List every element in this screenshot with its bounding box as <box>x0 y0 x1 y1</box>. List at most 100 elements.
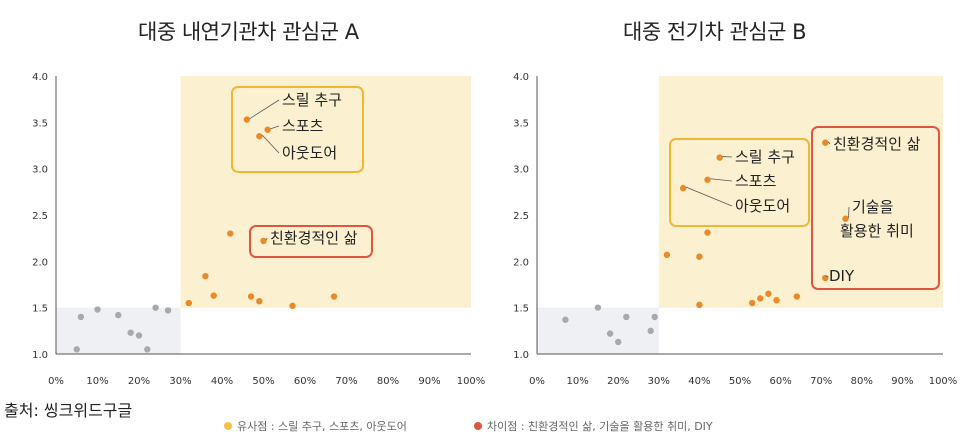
chart-b-x-tick-label: 20% <box>607 376 629 387</box>
chart-b-y-tick-label: 3.5 <box>513 118 529 129</box>
chart-b-grey-point <box>623 313 630 321</box>
chart-b-labeled-point <box>842 215 849 222</box>
chart-a-leader-line <box>270 125 280 130</box>
chart-b-grey-point <box>606 330 614 337</box>
chart-b-point-label: 친환경적인 삶 <box>833 135 921 153</box>
chart-a-y-tick-label: 4.0 <box>32 72 48 83</box>
legend-similar-label: 유사점 : 스릴 추구, 스포츠, 아웃도어 <box>237 420 407 433</box>
chart-a-orange-point <box>289 302 296 310</box>
chart-b-y-tick-label: 4.0 <box>513 72 529 83</box>
scatter-charts: 1.0 1.5 2.0 2.5 3.0 3.5 4.0 0% 10% 20% 30% 40% 50% 60… <box>32 72 957 387</box>
chart-b-x-tick-label: 80% <box>851 376 873 387</box>
chart-b-y-tick-label: 1.5 <box>513 304 529 315</box>
chart-a-title: 대중 내연기관차 관심군 A <box>138 20 359 44</box>
chart-b-grey-point <box>562 316 569 323</box>
chart-b-x-tick-label: 60% <box>769 376 791 387</box>
chart-a-labeled-point <box>243 116 251 123</box>
chart-b-point-label: 활용한 취미 <box>840 222 914 240</box>
chart-b-y-tick-label: 3.0 <box>513 165 529 176</box>
chart-a-grey-point <box>135 332 143 339</box>
chart-b-point-label: 스포츠 <box>735 172 777 190</box>
chart-a-y-tick-label: 1.5 <box>32 304 48 315</box>
chart-a-x-tick-label: 100% <box>457 376 486 387</box>
chart-a-orange-point <box>210 292 217 299</box>
chart-b-interest-region <box>658 76 943 308</box>
chart-b-orange-point <box>696 301 703 309</box>
chart-b-similar-box <box>669 138 810 227</box>
chart-b-point-label: 기술을 <box>852 198 893 216</box>
source-note: 출처: 씽크위드구글 <box>4 401 133 420</box>
chart-a-grey-point <box>73 346 80 353</box>
legend-similar: 유사점 : 스릴 추구, 스포츠, 아웃도어 <box>224 418 407 434</box>
chart-b-leader-line <box>710 178 733 182</box>
chart-b-grey-point <box>651 313 658 321</box>
chart-a-y-tick-label: 2.5 <box>32 211 48 222</box>
chart-a-x-tick-label: 50% <box>252 376 274 387</box>
chart-a-y-tick-label: 3.0 <box>32 165 48 176</box>
chart-a-point-label: 아웃도어 <box>282 144 337 162</box>
chart-b-x-tick-label: 70% <box>810 376 832 387</box>
chart-b-grey-point <box>647 327 654 335</box>
chart-a-orange-point <box>185 299 192 307</box>
chart-a-grey-point <box>115 311 122 319</box>
chart-a-grey-point <box>127 329 134 336</box>
chart-a-x-tick-label: 30% <box>169 376 191 387</box>
chart-a-y-tick-label: 2.0 <box>32 257 48 268</box>
chart-a-x-tick-label: 80% <box>377 376 399 387</box>
chart-a-labeled-point <box>260 237 267 245</box>
chart-b-labeled-point <box>822 274 829 282</box>
chart-b-grey-point <box>615 338 622 346</box>
chart-b-leader-line <box>825 275 829 278</box>
chart-b-y-tick-label: 1.0 <box>513 350 529 361</box>
chart-a-leader-line <box>262 134 280 154</box>
chart-a-grey-point <box>77 313 85 321</box>
chart-b-orange-point <box>765 290 772 297</box>
legend-diff: 차이점 : 친환경적인 삶, 기술을 활용한 취미, DIY <box>474 418 713 434</box>
chart-a-x-tick-label: 0% <box>48 376 64 387</box>
chart-b-y-tick-label: 2.0 <box>513 257 529 268</box>
legend-diff-dot <box>474 422 482 430</box>
chart-b-orange-point <box>663 251 671 259</box>
chart-b-x-tick-label: 0% <box>529 376 545 387</box>
chart-b-labeled-point <box>716 154 723 161</box>
chart-b-labeled-point <box>704 176 711 183</box>
chart-a-leader-line <box>266 237 268 241</box>
chart-a-x-tick-label: 90% <box>418 376 440 387</box>
chart-a-interest-region <box>180 76 471 308</box>
chart-a-grey-point <box>144 346 151 353</box>
chart-a-y-tick-label: 1.0 <box>32 350 48 361</box>
chart-a-x-tick-label: 20% <box>128 376 150 387</box>
chart-a-point-label: 스포츠 <box>282 117 324 135</box>
chart-a-grey-point <box>152 304 159 311</box>
chart-b-grey-point <box>594 304 602 311</box>
chart-a-labeled-point <box>264 126 271 133</box>
chart-b-point-label: 아웃도어 <box>735 197 790 215</box>
chart-b-orange-point <box>696 253 703 260</box>
chart-a-point-label: 친환경적인 삶 <box>270 229 358 247</box>
chart-b-orange-point <box>773 297 780 304</box>
chart-b-point-label: 스릴 추구 <box>735 148 795 166</box>
chart-b-y-tick-label: 2.5 <box>513 211 529 222</box>
chart-b-x-tick-label: 10% <box>566 376 588 387</box>
chart-b-point-label: DIY <box>829 267 855 285</box>
chart-b-leader-line <box>686 186 733 207</box>
chart-b-x-tick-label: 30% <box>648 376 670 387</box>
chart-b-orange-point <box>748 299 756 307</box>
chart-a-orange-point <box>256 297 263 305</box>
chart-b-orange-point <box>793 293 801 300</box>
legend-similar-dot <box>224 422 232 430</box>
chart-a-orange-point <box>227 230 234 237</box>
chart-a-orange-point <box>202 272 209 280</box>
chart-a-point-label: 스릴 추구 <box>282 91 342 109</box>
chart-a-orange-point <box>330 293 338 300</box>
chart-b-low-region <box>537 307 659 354</box>
chart-b-leader-line <box>827 141 831 145</box>
chart-a-diff-box <box>249 225 373 258</box>
chart-b-x-tick-label: 40% <box>688 376 710 387</box>
chart-a-x-tick-label: 60% <box>294 376 316 387</box>
chart-b-labeled-point <box>822 139 829 146</box>
chart-b-labeled-point <box>679 184 687 192</box>
chart-a-similar-box <box>231 86 364 173</box>
legend-diff-label: 차이점 : 친환경적인 삶, 기술을 활용한 취미, DIY <box>487 420 713 433</box>
chart-a-grey-point <box>94 306 101 313</box>
